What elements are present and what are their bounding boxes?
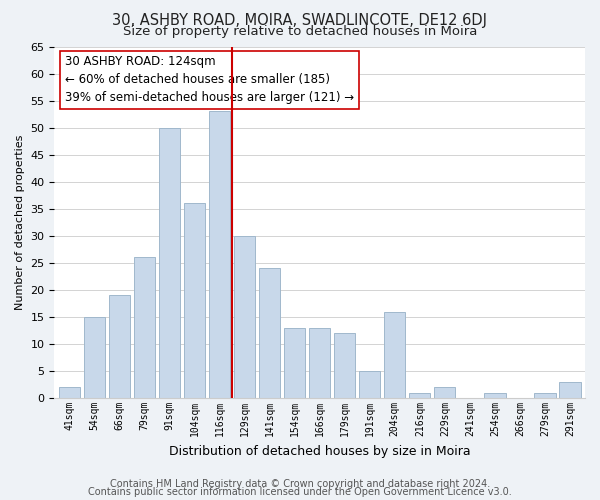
Bar: [59, 388, 80, 398]
Bar: [159, 128, 180, 398]
Text: 30 ASHBY ROAD: 124sqm
← 60% of detached houses are smaller (185)
39% of semi-det: 30 ASHBY ROAD: 124sqm ← 60% of detached …: [65, 56, 354, 104]
Bar: [109, 296, 130, 398]
Text: 30, ASHBY ROAD, MOIRA, SWADLINCOTE, DE12 6DJ: 30, ASHBY ROAD, MOIRA, SWADLINCOTE, DE12…: [113, 12, 487, 28]
Bar: [359, 371, 380, 398]
Bar: [484, 392, 506, 398]
Y-axis label: Number of detached properties: Number of detached properties: [15, 134, 25, 310]
Bar: [209, 112, 230, 398]
Text: Contains HM Land Registry data © Crown copyright and database right 2024.: Contains HM Land Registry data © Crown c…: [110, 479, 490, 489]
Bar: [134, 258, 155, 398]
Bar: [535, 392, 556, 398]
Bar: [559, 382, 581, 398]
Bar: [434, 388, 455, 398]
Bar: [234, 236, 255, 398]
Bar: [334, 333, 355, 398]
Bar: [259, 268, 280, 398]
Bar: [384, 312, 406, 398]
X-axis label: Distribution of detached houses by size in Moira: Distribution of detached houses by size …: [169, 444, 470, 458]
Text: Size of property relative to detached houses in Moira: Size of property relative to detached ho…: [123, 25, 477, 38]
Bar: [284, 328, 305, 398]
Bar: [409, 392, 430, 398]
Bar: [309, 328, 331, 398]
Bar: [84, 317, 105, 398]
Text: Contains public sector information licensed under the Open Government Licence v3: Contains public sector information licen…: [88, 487, 512, 497]
Bar: [184, 204, 205, 398]
